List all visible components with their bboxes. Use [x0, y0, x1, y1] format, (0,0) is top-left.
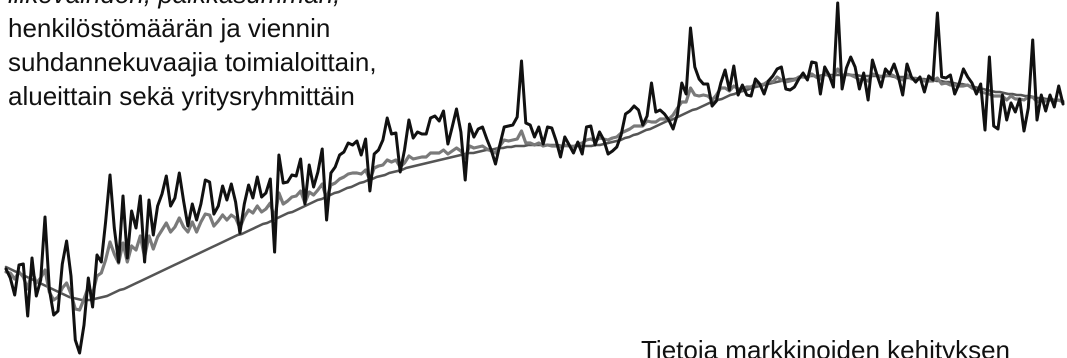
description-line-1: liikevaihdon, palkkasumman,	[8, 0, 377, 11]
series-line-smoothed	[4, 67, 1065, 312]
series-layer	[4, 1, 1065, 355]
bottom-caption: Tietoja markkinoiden kehityksen	[641, 335, 1010, 358]
description-line-2: henkilöstömäärän ja viennin	[8, 13, 331, 43]
description-text: liikevaihdon, palkkasumman, henkilöstömä…	[8, 0, 377, 113]
series-line-solid	[4, 1, 1065, 355]
description-line-4: alueittain sekä yritysryhmittäin	[8, 81, 355, 111]
description-line-3: suhdannekuvaajia toimialoittain,	[8, 47, 377, 77]
